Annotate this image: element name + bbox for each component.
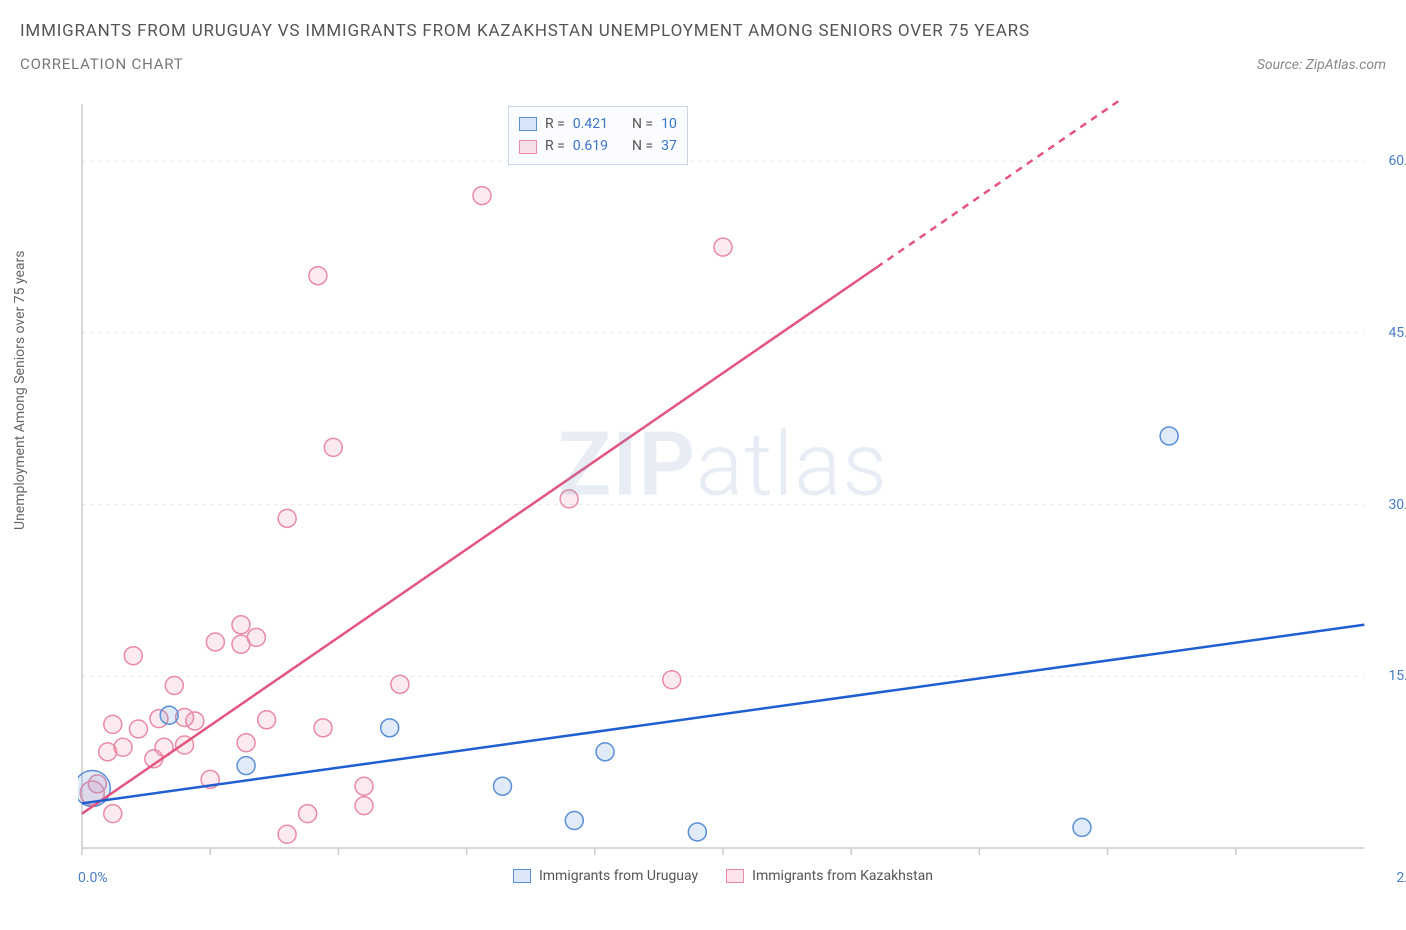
- chart-subtitle: CORRELATION CHART: [20, 55, 184, 73]
- legend-label-uruguay: Immigrants from Uruguay: [539, 868, 698, 884]
- scatter-svg: [78, 100, 1368, 860]
- legend-row-kazakhstan: R = 0.619 N = 37: [519, 135, 677, 157]
- n-label-0: N =: [632, 113, 653, 135]
- n-value-0: 10: [661, 113, 677, 135]
- legend-row-uruguay: R = 0.421 N = 10: [519, 113, 677, 135]
- chart-header: IMMIGRANTS FROM URUGUAY VS IMMIGRANTS FR…: [0, 0, 1406, 73]
- swatch-kazakhstan-2: [726, 869, 744, 883]
- legend-item-uruguay: Immigrants from Uruguay: [513, 868, 698, 884]
- r-label-1: R =: [545, 135, 565, 157]
- source-label: Source: ZipAtlas.com: [1257, 57, 1386, 73]
- y-tick-label: 30.0%: [1388, 497, 1406, 513]
- n-label-1: N =: [632, 135, 653, 157]
- subtitle-row: CORRELATION CHART Source: ZipAtlas.com: [20, 55, 1386, 73]
- r-value-0: 0.421: [573, 113, 608, 135]
- chart-area: Unemployment Among Seniors over 75 years…: [20, 100, 1386, 920]
- y-tick-label: 60.0%: [1388, 153, 1406, 169]
- swatch-kazakhstan: [519, 140, 537, 154]
- r-value-1: 0.619: [573, 135, 608, 157]
- n-value-1: 37: [661, 135, 677, 157]
- plot-region: ZIPatlas R = 0.421 N = 10 R = 0.619 N = …: [78, 100, 1368, 860]
- y-tick-label: 15.0%: [1388, 668, 1406, 684]
- y-tick-label: 45.0%: [1388, 325, 1406, 341]
- r-label-0: R =: [545, 113, 565, 135]
- legend-item-kazakhstan: Immigrants from Kazakhstan: [726, 868, 933, 884]
- x-tick-right: 2.5%: [1396, 870, 1406, 886]
- swatch-uruguay: [519, 117, 537, 131]
- legend-label-kazakhstan: Immigrants from Kazakhstan: [752, 868, 933, 884]
- swatch-uruguay-2: [513, 869, 531, 883]
- correlation-legend: R = 0.421 N = 10 R = 0.619 N = 37: [508, 106, 688, 165]
- chart-title: IMMIGRANTS FROM URUGUAY VS IMMIGRANTS FR…: [20, 18, 1386, 45]
- y-axis-label: Unemployment Among Seniors over 75 years: [12, 251, 28, 531]
- series-legend: Immigrants from Uruguay Immigrants from …: [78, 868, 1368, 884]
